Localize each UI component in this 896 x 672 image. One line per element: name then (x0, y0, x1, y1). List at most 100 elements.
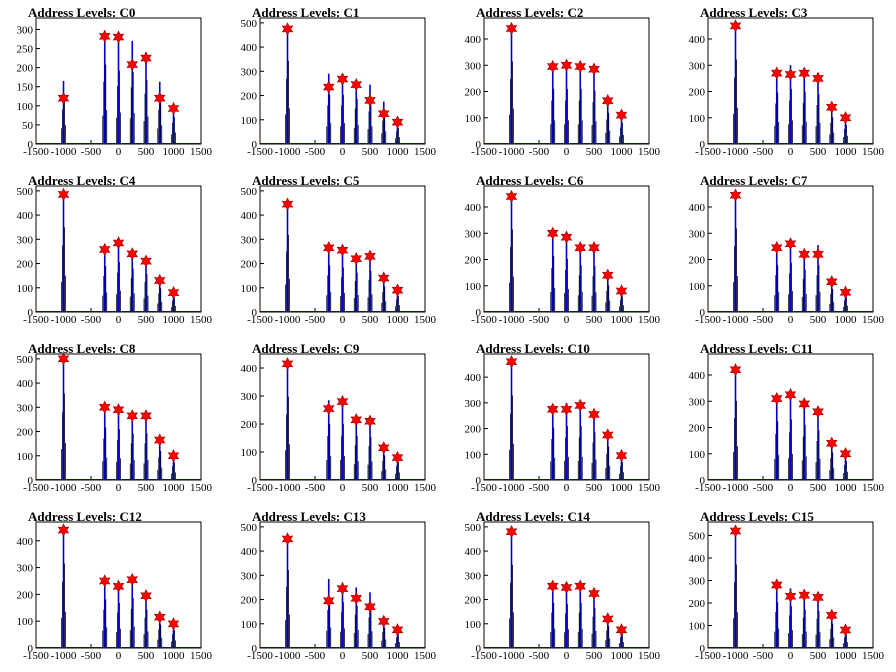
y-tick-label: 500 (241, 522, 258, 534)
peak-marker (281, 197, 294, 211)
x-tick-label: 1000 (835, 146, 858, 158)
peak-marker (560, 402, 573, 416)
peak-marker (546, 579, 559, 593)
chart-panel-c1: 0 100 200 300 400 500 -1500 -1000 -500 0 500 1000 15… (224, 0, 448, 168)
peak-marker (336, 243, 349, 257)
peak-marker (574, 59, 587, 74)
y-tick-label: 0 (700, 643, 706, 655)
y-tick-label: 50 (22, 120, 34, 132)
peak-marker (350, 591, 363, 606)
peak-marker (322, 401, 335, 416)
chart-svg: 0 100 200 300 400 -1500 -1000 -500 0 500 1000 1500 (465, 185, 661, 326)
y-tick-label: 300 (241, 66, 258, 78)
y-tick-label: 0 (476, 643, 482, 655)
x-tick-label: -1000 (723, 482, 749, 494)
y-tick-label: 100 (17, 616, 34, 628)
peak-marker (140, 589, 152, 603)
y-tick-label: 100 (17, 451, 34, 463)
y-tick-label: 400 (465, 546, 482, 558)
x-tick-label: 0 (340, 482, 346, 494)
peak-marker (601, 94, 614, 108)
chart-panel-c14: 0 100 200 300 400 500 -1500 -1000 -500 0 500 1000 15… (448, 504, 672, 672)
x-tick-label: 500 (810, 146, 827, 158)
peak-marker (560, 58, 573, 72)
y-tick-label: 0 (700, 307, 706, 319)
y-tick-label: 300 (465, 398, 482, 410)
peak-marker (588, 586, 600, 601)
x-tick-label: -1000 (51, 482, 77, 494)
x-tick-label: 0 (116, 146, 122, 158)
x-tick-label: -1000 (499, 482, 525, 494)
y-tick-label: 300 (241, 391, 258, 403)
peak-marker (153, 610, 166, 624)
x-tick-label: -1500 (23, 314, 49, 326)
x-tick-label: 1000 (387, 314, 410, 326)
x-tick-label: -500 (81, 314, 102, 326)
peak-marker (140, 51, 152, 65)
peak-marker (377, 441, 390, 455)
y-tick-label: 200 (689, 255, 706, 267)
peak-marker (112, 30, 125, 44)
x-tick-label: 1500 (190, 482, 213, 494)
peak-marker (505, 189, 518, 204)
y-tick-label: 400 (241, 42, 258, 54)
y-tick-label: 300 (465, 60, 482, 72)
peak-marker (770, 66, 783, 80)
peak-marker (729, 524, 742, 538)
chart-title: Address Levels: C2 (476, 5, 584, 20)
peak-marker (812, 590, 824, 605)
y-tick-label: 100 (241, 619, 258, 631)
y-tick-label: 0 (28, 475, 34, 487)
peak-marker (112, 236, 125, 250)
peak-marker (825, 436, 838, 450)
x-tick-label: -500 (81, 650, 102, 662)
peak-marker (322, 80, 335, 94)
x-tick-label: 500 (138, 650, 155, 662)
peak-marker (505, 355, 518, 369)
chart-panel-c6: 0 100 200 300 400 -1500 -1000 -500 0 500 1000 1500 A… (448, 168, 672, 336)
x-tick-label: 1000 (387, 146, 410, 158)
y-tick-label: 400 (689, 370, 706, 382)
peak-marker (546, 402, 559, 416)
y-tick-label: 0 (252, 643, 258, 655)
y-tick-label: 100 (689, 621, 706, 633)
y-tick-label: 0 (476, 475, 482, 487)
peak-marker (281, 22, 294, 36)
chart-svg: 0 100 200 300 400 500 -1500 -1000 -500 0 500 1000 15… (241, 521, 437, 662)
peak-marker (839, 285, 852, 299)
peak-marker (336, 72, 349, 86)
x-tick-label: 1500 (638, 146, 661, 158)
y-tick-label: 300 (689, 396, 706, 408)
chart-panel-c13: 0 100 200 300 400 500 -1500 -1000 -500 0 500 1000 15… (224, 504, 448, 672)
y-tick-label: 200 (17, 589, 34, 601)
chart-title: Address Levels: C6 (476, 173, 584, 188)
peak-marker (729, 363, 742, 377)
peak-marker (615, 108, 628, 122)
x-tick-label: 1500 (862, 146, 885, 158)
x-tick-label: -1000 (51, 146, 77, 158)
y-tick-label: 300 (17, 24, 34, 36)
x-tick-label: -1000 (275, 314, 301, 326)
x-tick-label: -500 (753, 314, 774, 326)
x-tick-label: 500 (138, 146, 155, 158)
peak-marker (812, 405, 824, 419)
peak-marker (167, 285, 180, 300)
peak-marker (615, 623, 628, 637)
peak-marker (364, 600, 376, 614)
peak-marker (350, 252, 363, 266)
chart-panel-c8: 0 100 200 300 400 500 -1500 -1000 -500 0 500 1000 15… (0, 336, 224, 504)
y-tick-label: 0 (252, 475, 258, 487)
x-tick-label: -500 (529, 146, 550, 158)
chart-title: Address Levels: C10 (476, 341, 590, 356)
peak-marker (839, 447, 852, 461)
peak-marker (615, 448, 628, 463)
chart-title: Address Levels: C15 (700, 509, 814, 524)
y-tick-label: 100 (17, 101, 34, 113)
x-tick-label: -1000 (275, 650, 301, 662)
peak-marker (140, 409, 152, 423)
y-tick-label: 200 (689, 423, 706, 435)
y-tick-label: 400 (465, 202, 482, 214)
x-tick-label: -500 (753, 146, 774, 158)
y-tick-label: 200 (17, 259, 34, 271)
x-tick-label: 1500 (862, 482, 885, 494)
